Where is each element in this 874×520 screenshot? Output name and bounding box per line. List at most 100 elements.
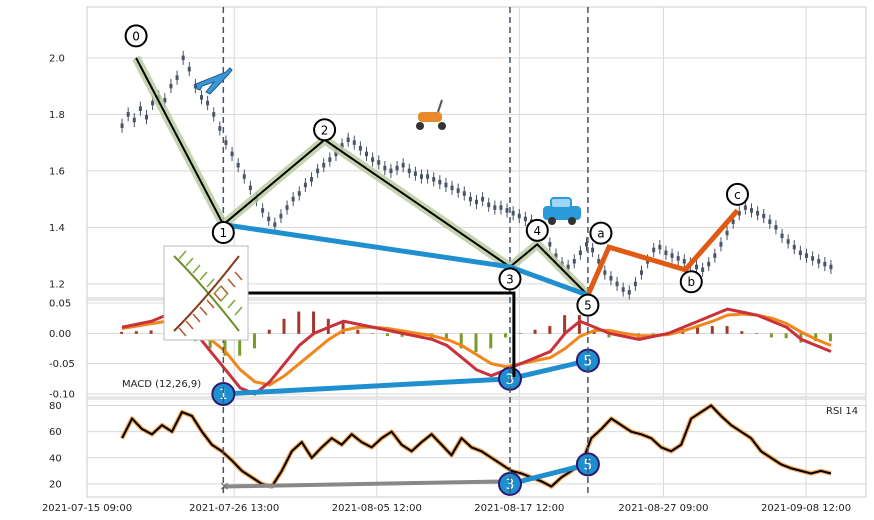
macd-histogram-bar bbox=[267, 329, 271, 334]
candle-body bbox=[511, 210, 515, 216]
fern-leaflet-brown bbox=[192, 313, 201, 323]
candle-body bbox=[371, 157, 375, 162]
candle-body bbox=[548, 242, 552, 247]
macd-histogram-bar bbox=[548, 326, 552, 334]
wave-point-label: 0 bbox=[132, 29, 140, 43]
wave-point-marker bbox=[124, 24, 148, 48]
candle-body bbox=[261, 208, 265, 213]
macd-histogram-bar bbox=[563, 315, 567, 334]
macd-histogram-bar bbox=[755, 333, 759, 334]
candle-body bbox=[126, 112, 130, 117]
wave-point-label: 5 bbox=[584, 299, 592, 313]
macd-histogram-bar bbox=[297, 311, 301, 334]
rsi-label: RSI 14 bbox=[826, 406, 858, 417]
fern-leaflet-brown bbox=[213, 292, 222, 302]
candle-body bbox=[591, 247, 595, 253]
blue-trend-line bbox=[222, 222, 589, 298]
candle-body bbox=[450, 185, 454, 191]
candle-body bbox=[609, 275, 613, 281]
candle-body bbox=[756, 210, 760, 216]
candle-body bbox=[267, 216, 271, 222]
candle-body bbox=[774, 225, 778, 230]
fern-leaflet-green bbox=[192, 264, 201, 274]
candle-body bbox=[585, 242, 589, 247]
wave-point-label: a bbox=[597, 227, 604, 241]
candle-body bbox=[627, 290, 631, 295]
candle-body bbox=[731, 219, 735, 224]
wave-point-marker bbox=[313, 118, 337, 142]
car-wheel-back bbox=[548, 217, 556, 225]
candle-body bbox=[328, 157, 332, 162]
car-window bbox=[550, 197, 572, 209]
bracket-connector bbox=[223, 291, 516, 377]
x-tick-label: 2021-08-17 12:00 bbox=[474, 503, 564, 514]
macd-histogram-bar bbox=[474, 333, 478, 353]
fern-leaflet-brown bbox=[206, 299, 215, 309]
candle-body bbox=[175, 75, 179, 80]
scooter-body bbox=[418, 112, 442, 122]
wave-point-marker bbox=[498, 267, 522, 291]
wave-point-label: 2 bbox=[321, 123, 329, 137]
candle-body bbox=[352, 140, 356, 145]
candle-body bbox=[346, 137, 350, 143]
x-tick-label: 2021-08-05 12:00 bbox=[332, 503, 422, 514]
candle-body bbox=[132, 117, 136, 123]
fern-leaflet-brown bbox=[178, 327, 187, 337]
candle-body bbox=[603, 270, 607, 275]
macd-histogram-bar bbox=[784, 333, 788, 339]
wave-point-label: 1 bbox=[220, 226, 228, 240]
candle-body bbox=[713, 253, 717, 258]
candle-body bbox=[750, 208, 754, 213]
macd-histogram-bar bbox=[238, 333, 242, 356]
macd-histogram-bar bbox=[518, 333, 522, 334]
price-y-tick-label: 2.0 bbox=[49, 53, 65, 64]
macd-histogram-bar bbox=[814, 333, 818, 342]
x-tick-label: 2021-08-27 09:00 bbox=[618, 503, 708, 514]
candle-body bbox=[432, 177, 436, 182]
candle-body bbox=[230, 151, 234, 157]
candle-body bbox=[236, 162, 240, 168]
candle-body bbox=[169, 83, 173, 89]
candle-body bbox=[493, 205, 497, 210]
fern-stem-brown bbox=[173, 255, 240, 332]
candle-body bbox=[566, 264, 570, 270]
wave-point-marker bbox=[576, 293, 600, 317]
macd-histogram-bar bbox=[120, 331, 124, 334]
candle-body bbox=[823, 261, 827, 267]
panel-frames bbox=[86, 6, 867, 498]
candle-body bbox=[401, 162, 405, 168]
panel-frame-2 bbox=[86, 398, 867, 498]
macd-histogram-bar bbox=[696, 327, 700, 334]
macd-histogram-bar bbox=[710, 326, 714, 334]
candle-body bbox=[242, 174, 246, 179]
candle-body bbox=[792, 244, 796, 250]
rsi-halo bbox=[120, 403, 832, 489]
candle-body bbox=[193, 83, 197, 89]
rsi-wave-marker bbox=[575, 452, 600, 477]
candle-body bbox=[218, 126, 222, 131]
candle-body bbox=[358, 146, 362, 151]
candle-body bbox=[468, 196, 472, 202]
price-y-tick-label: 1.6 bbox=[49, 166, 65, 177]
macd-histogram-bar bbox=[223, 333, 227, 356]
candle-body bbox=[805, 253, 809, 258]
wave-overlay: 0 1 2 3 4 5 a b c bbox=[124, 24, 749, 377]
axis-ticks: 2021-07-15 09:00 2021-07-26 13:00 2021-08-… bbox=[42, 53, 851, 514]
candle-body bbox=[285, 205, 289, 210]
macd-label: MACD (12,26,9) bbox=[122, 379, 201, 390]
candle-body bbox=[811, 256, 815, 261]
macd-signal-line bbox=[121, 312, 832, 387]
macd-histogram-bar bbox=[651, 333, 655, 335]
candle-body bbox=[621, 287, 625, 292]
candle-body bbox=[701, 267, 705, 273]
candle-body bbox=[389, 168, 393, 174]
candle-body bbox=[676, 256, 680, 261]
fern-leaflet-green bbox=[234, 306, 243, 316]
fern-leaflet-brown bbox=[199, 306, 208, 316]
candle-body bbox=[407, 168, 411, 174]
fern-inset-image bbox=[163, 245, 249, 341]
candle-body bbox=[462, 191, 466, 196]
macd-y-tick-label: 0.00 bbox=[49, 329, 71, 340]
candle-body bbox=[291, 196, 295, 202]
